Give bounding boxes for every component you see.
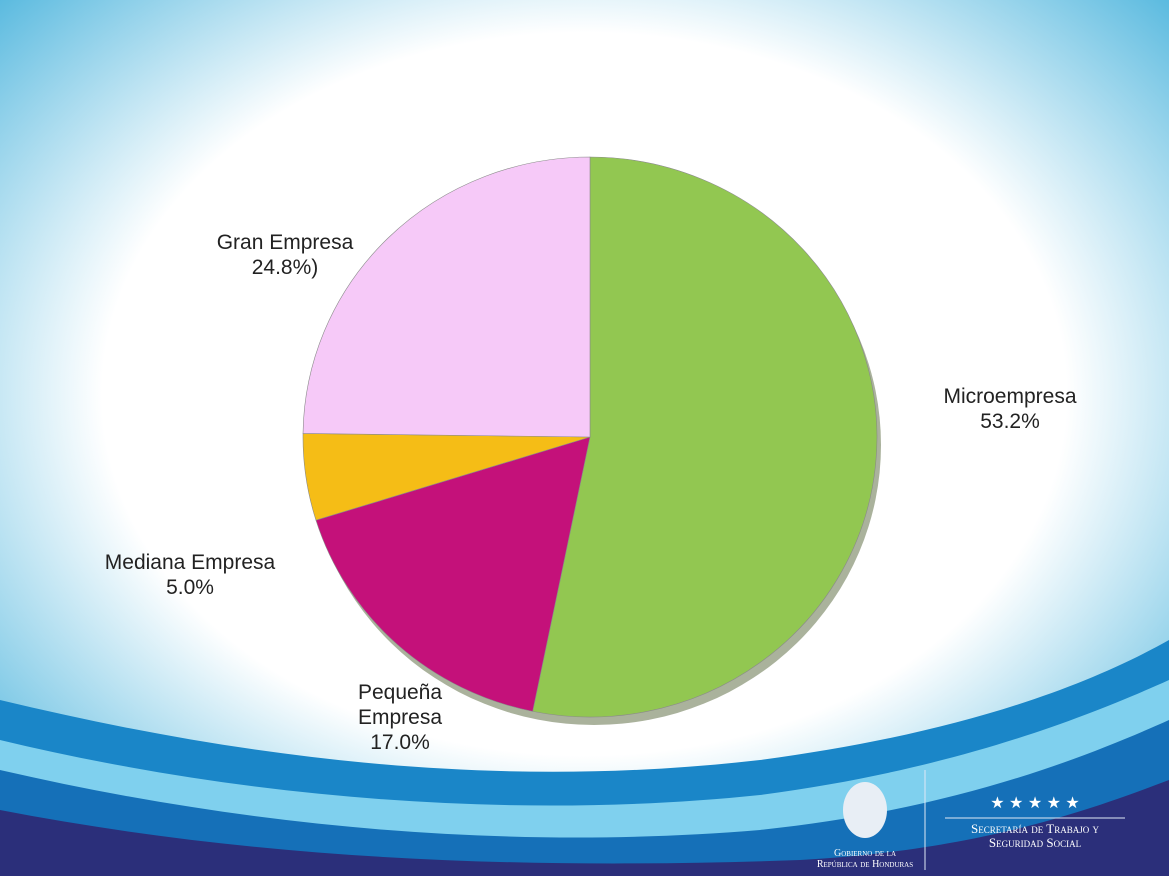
category-label: Pequeña Empresa [357, 681, 443, 729]
logo-line: Secretaría de Trabajo y [971, 821, 1099, 836]
pie-slice [302, 156, 591, 438]
pie-slice [532, 156, 878, 718]
pie-slice [315, 436, 591, 712]
government-logo-text: Gobierno de la República de Honduras [785, 848, 945, 870]
category-label: Microempresa [943, 385, 1077, 408]
value-label: 5.0% [166, 576, 214, 599]
pie [302, 156, 881, 725]
value-label: 17.0% [370, 731, 430, 754]
value-label: 53.2% [980, 410, 1040, 433]
category-label: Gran Empresa [216, 231, 354, 254]
stars: ★ ★ ★ ★ ★ [990, 795, 1080, 812]
swoosh [0, 720, 1169, 876]
value-label: 24.8%) [251, 256, 319, 279]
logo-line: Gobierno de la [834, 848, 896, 859]
slice-label: Mediana Empresa 5.0% [70, 550, 310, 600]
logo-line: República de Honduras [816, 859, 914, 870]
slice-label: Gran Empresa 24.8%) [185, 230, 385, 280]
swoosh [0, 780, 1169, 876]
category-label: Mediana Empresa [104, 551, 276, 574]
ministry-logo-text: Secretaría de Trabajo y Seguridad Social [945, 822, 1125, 850]
slice-label: Pequeña Empresa 17.0% [345, 680, 455, 755]
logo-line: Seguridad Social [988, 835, 1082, 850]
emblem [843, 782, 887, 838]
slice-label: Microempresa 53.2% [900, 384, 1120, 434]
